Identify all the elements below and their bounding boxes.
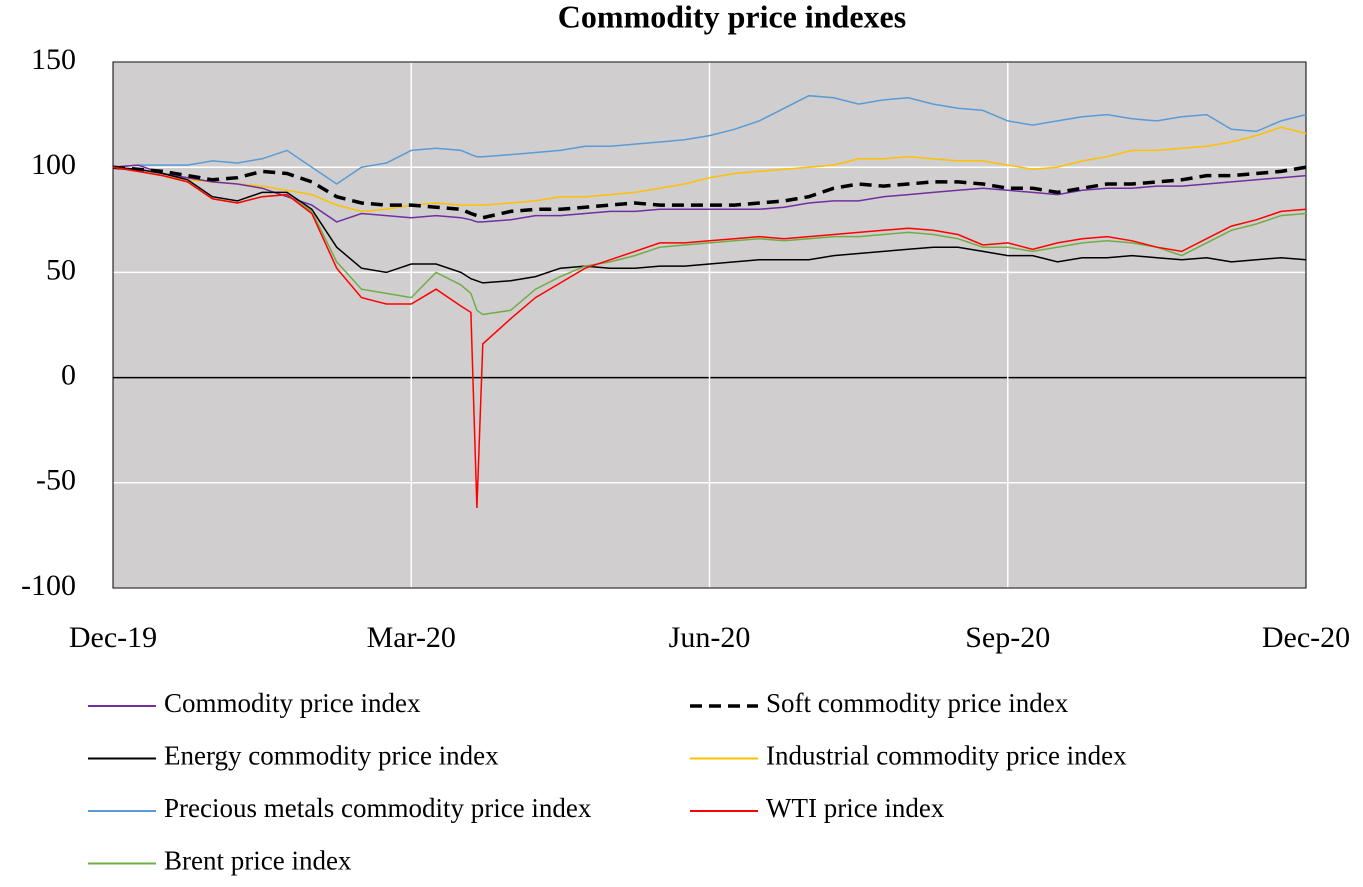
- y-tick-label: -100: [21, 569, 76, 602]
- series-line: [112, 166, 1307, 284]
- legend-label: Commodity price index: [164, 688, 421, 718]
- y-tick-label: -50: [36, 464, 76, 497]
- x-tick-label: Jun-20: [669, 621, 751, 654]
- series-line: [112, 166, 1307, 316]
- legend-label: Industrial commodity price index: [766, 741, 1127, 771]
- series-line: [112, 164, 1307, 223]
- legend-label: Soft commodity price index: [766, 688, 1069, 718]
- legend-label: Energy commodity price index: [164, 741, 499, 771]
- x-tick-label: Dec-20: [1262, 621, 1350, 654]
- y-tick-label: 150: [31, 43, 76, 76]
- x-tick-label: Mar-20: [367, 621, 456, 654]
- legend-label: WTI price index: [766, 793, 945, 823]
- series-line: [112, 94, 1307, 185]
- y-tick-label: 0: [61, 358, 76, 391]
- series-line: [112, 126, 1307, 213]
- plot-border: [112, 61, 1307, 589]
- y-tick-label: 100: [31, 148, 76, 181]
- x-tick-label: Sep-20: [965, 621, 1050, 654]
- chart-title: Commodity price indexes: [558, 0, 906, 34]
- y-tick-label: 50: [46, 253, 76, 286]
- series-line: [112, 165, 1307, 220]
- x-tick-label: Dec-19: [69, 621, 157, 654]
- legend-label: Brent price index: [164, 846, 352, 876]
- legend-label: Precious metals commodity price index: [164, 793, 592, 823]
- series-line: [112, 166, 1307, 509]
